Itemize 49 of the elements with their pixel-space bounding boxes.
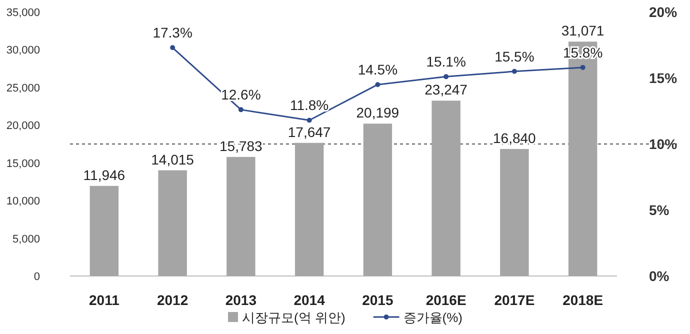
data-label: 15.1%	[426, 54, 466, 70]
point	[170, 45, 176, 50]
data-label: 16,840	[493, 130, 536, 146]
data-label: 23,247	[424, 82, 468, 98]
y-tick-label: 5,000	[12, 233, 40, 246]
data-label: 14,015	[151, 151, 194, 168]
y-tick-label: 30,000	[6, 44, 40, 57]
y2-tick-label: 15%	[649, 70, 678, 86]
x-tick-label: 2016E	[426, 292, 466, 308]
bar	[500, 148, 529, 276]
x-tick-label: 2015	[362, 292, 394, 308]
y-tick-label: 10,000	[6, 196, 40, 208]
data-label: 17.3%	[152, 24, 192, 41]
x-tick-label: 2011	[89, 292, 120, 308]
data-label: 11.8%	[290, 97, 329, 114]
data-label: 31,071	[561, 22, 604, 39]
data-label: 20,199	[356, 104, 400, 121]
y-tick-label: 20,000	[6, 120, 40, 132]
bar	[363, 124, 392, 276]
y-tick-label: 15,000	[6, 158, 40, 170]
x-tick-label: 2012	[156, 292, 188, 308]
x-tick-label: 2013	[225, 292, 257, 308]
x-tick-label: 2017E	[494, 292, 535, 308]
legend-label: 시장규모(억 위안)	[242, 310, 346, 325]
y2-tick-label: 0%	[649, 268, 670, 284]
y-tick-label: 25,000	[6, 82, 40, 94]
y2-tick-label: 20%	[649, 4, 678, 20]
point	[238, 107, 244, 112]
bar	[226, 156, 256, 276]
y2-tick-label: 5%	[649, 202, 670, 218]
data-label: 11,946	[83, 166, 126, 183]
bar	[432, 100, 460, 276]
data-label: 17,647	[288, 124, 331, 140]
legend-label: 증가율(%)	[403, 310, 462, 325]
data-label: 15.5%	[494, 48, 534, 64]
bar	[90, 186, 119, 276]
point	[375, 82, 380, 88]
y-tick-label: 0	[34, 271, 40, 283]
bar	[158, 170, 187, 276]
data-label: 14.5%	[358, 62, 398, 78]
point	[444, 74, 449, 80]
y-tick-label: 35,000	[6, 7, 40, 19]
point	[512, 68, 517, 74]
data-label: 15,783	[220, 138, 263, 154]
x-tick-label: 2018E	[562, 292, 604, 308]
point	[306, 118, 312, 123]
x-tick-label: 2014	[294, 292, 326, 308]
point	[580, 64, 586, 70]
bar	[294, 142, 324, 276]
